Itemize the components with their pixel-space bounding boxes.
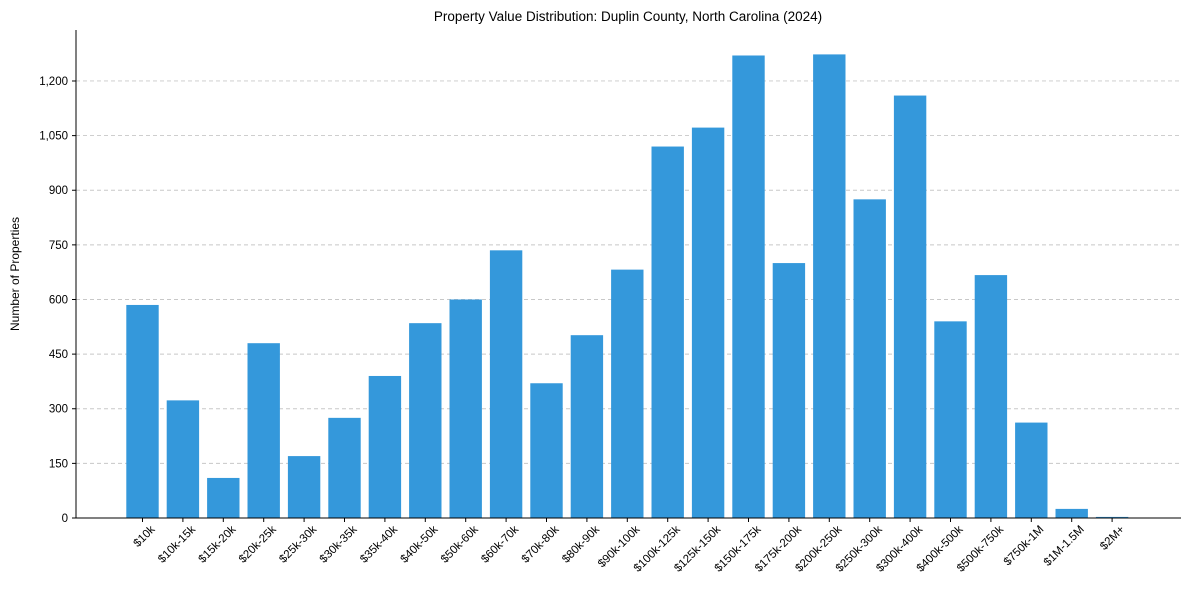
axes (75, 30, 1181, 519)
x-tick-label: $25k-30k (277, 523, 319, 565)
bar (247, 343, 280, 518)
y-tick-label: 1,050 (39, 131, 68, 143)
x-tick-label: $750k-1M (1002, 524, 1047, 569)
y-tick-label: 1,200 (39, 76, 68, 88)
bars (126, 54, 1129, 519)
bar (893, 95, 927, 518)
bar (126, 304, 159, 518)
x-axis-ticks: $10k$10k-15k$15k-20k$20k-25k$25k-30k$30k… (132, 518, 1127, 575)
bar (207, 477, 240, 518)
bar (853, 199, 886, 519)
bar (328, 417, 361, 518)
y-axis-label: Number of Properties (8, 217, 22, 331)
x-tick-label: $30k-35k (318, 523, 360, 565)
x-tick-label: $10k (132, 523, 158, 549)
x-tick-label: $15k-20k (196, 523, 238, 565)
y-tick-label: 900 (49, 185, 68, 197)
x-tick-label: $35k-40k (358, 523, 400, 565)
y-tick-label: 450 (49, 349, 68, 361)
bar (530, 383, 563, 518)
y-tick-label: 0 (62, 513, 68, 525)
y-tick-label: 600 (49, 294, 68, 306)
x-tick-label: $20k-25k (237, 523, 279, 565)
x-tick-label: $50k-60k (439, 523, 481, 565)
bar (772, 263, 806, 518)
y-axis-ticks: 0 150 300 450 600 750 900 1,050 1,200 (39, 76, 76, 525)
bar (409, 323, 442, 518)
bar (368, 375, 402, 518)
bar (1055, 508, 1088, 518)
bar (691, 127, 725, 518)
bar (449, 299, 482, 518)
y-tick-label: 300 (49, 404, 68, 416)
x-tick-label: $1M-1.5M (1042, 524, 1087, 569)
bar (651, 146, 684, 519)
bar (287, 456, 321, 518)
chart-title: Property Value Distribution: Duplin Coun… (434, 9, 822, 24)
y-tick-label: 750 (49, 240, 68, 252)
x-tick-label: $2M+ (1098, 523, 1127, 552)
bar (570, 335, 604, 518)
x-tick-label: $60k-70k (479, 523, 521, 565)
bar (732, 55, 765, 518)
bar (934, 321, 967, 518)
x-tick-label: $40k-50k (398, 523, 440, 565)
x-tick-label: $70k-80k (520, 523, 562, 565)
x-tick-label: $80k-90k (560, 523, 602, 565)
bar (813, 54, 846, 519)
bar (1095, 516, 1129, 518)
bar (489, 250, 523, 518)
y-tick-label: 150 (49, 458, 68, 470)
bar (1015, 422, 1048, 518)
bar (611, 269, 644, 518)
bar (166, 400, 200, 518)
x-tick-label: $10k-15k (156, 523, 198, 565)
bar (974, 275, 1008, 518)
